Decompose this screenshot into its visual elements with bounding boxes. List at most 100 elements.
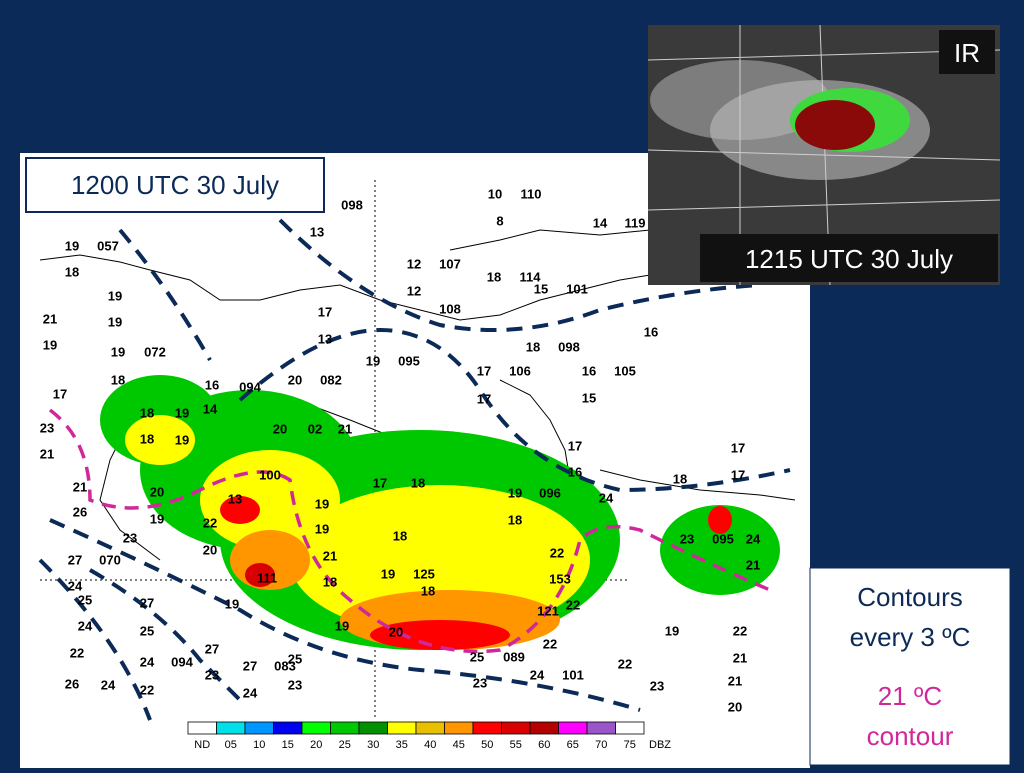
station-label: 17 [731,440,745,455]
scale-label: 05 [225,739,237,751]
station-label: 21 [43,311,57,326]
station-label: 24 [78,618,93,633]
note-box [809,567,1011,766]
station-label: 16 [582,363,596,378]
station-label: 19 [315,521,329,536]
station-label: 17 [568,438,582,453]
station-label: 22 [618,656,632,671]
map-title: 1200 UTC 30 July [71,170,279,200]
station-label: 24 [746,531,761,546]
station-label: 24 [140,654,155,669]
station-label: 21 [40,446,54,461]
station-label: 119 [625,215,646,230]
station-label: 20 [150,484,164,499]
station-label: 19 [43,337,57,352]
station-label: 070 [99,552,121,567]
scale-label: 55 [510,739,522,751]
station-label: 19 [150,511,164,526]
station-label: 20 [728,699,742,714]
scale-label: 65 [567,739,579,751]
station-label: 19 [175,432,189,447]
note-line: Contours [857,582,963,612]
station-label: 23 [123,530,137,545]
station-label: 19 [366,353,380,368]
station-label: 153 [549,571,571,586]
station-label: 18 [411,475,425,490]
note-line: every 3 ºC [850,622,971,652]
scale-swatch [415,721,445,735]
station-label: 101 [562,667,584,682]
station-label: 23 [650,678,664,693]
station-label: 22 [203,515,217,530]
scale-label: 35 [396,739,408,751]
scale-label: ND [194,739,210,751]
station-label: 121 [537,603,559,618]
station-label: 18 [673,471,687,486]
station-label: 24 [101,677,116,692]
station-label: 083 [274,658,296,673]
station-label: 094 [239,379,261,394]
station-label: 19 [335,618,349,633]
station-label: 18 [487,269,501,284]
station-label: 13 [228,491,242,506]
station-label: 21 [73,479,87,494]
scale-swatch [216,721,246,735]
station-label: 19 [381,566,395,581]
scale-label: 10 [253,739,265,751]
scale-swatch [358,721,388,735]
title-box [25,157,325,213]
station-label: 26 [73,504,87,519]
station-label: 101 [566,281,588,296]
station-label: 17 [477,391,491,406]
station-label: 12 [407,283,421,298]
station-label: 27 [205,641,219,656]
station-label: 21 [733,650,747,665]
scale-swatch [558,721,588,735]
scale-label: 30 [367,739,379,751]
station-label: 13 [318,331,332,346]
scale-swatch [501,721,531,735]
station-label: 25 [288,651,302,666]
station-label: 22 [70,645,84,660]
station-label: 111 [257,570,277,585]
inset-time: 1215 UTC 30 July [745,244,953,274]
station-label: 19 [108,314,122,329]
station-label: 125 [413,566,435,581]
scale-unit: DBZ [649,739,671,751]
station-label: 094 [171,654,193,669]
scale-swatch [586,721,616,735]
scale-label: 15 [282,739,294,751]
station-label: 14 [203,401,218,416]
station-label: 089 [503,649,525,664]
scale-swatch [444,721,474,735]
station-label: 106 [509,363,531,378]
station-label: 20 [203,542,217,557]
station-label: 8 [496,213,503,228]
station-label: 19 [315,496,329,511]
station-label: 082 [320,372,342,387]
station-label: 100 [259,467,281,482]
station-label: 19 [111,344,125,359]
station-label: 21 [746,557,760,572]
station-label: 23 [205,667,219,682]
station-label: 23 [473,675,487,690]
station-label: 18 [508,512,522,527]
station-label: 096 [539,485,561,500]
station-label: 105 [614,363,636,378]
station-label: 19 [508,485,522,500]
station-label: 18 [323,574,337,589]
station-label: 24 [599,490,614,505]
station-label: 13 [310,224,324,239]
station-label: 23 [40,420,54,435]
station-plots: 19 057 18 19 21 19 19 19 072 18 17 23 21 21 20 26 19 22 23… [40,186,761,714]
station-label: 22 [733,623,747,638]
station-label: 114 [520,269,542,284]
scale-swatch [301,721,331,735]
station-label: 22 [543,636,557,651]
isotherms [38,218,791,721]
station-label: 12 [407,256,421,271]
station-label: 098 [341,197,363,212]
scale-swatch [615,721,645,735]
station-label: 16 [205,377,219,392]
